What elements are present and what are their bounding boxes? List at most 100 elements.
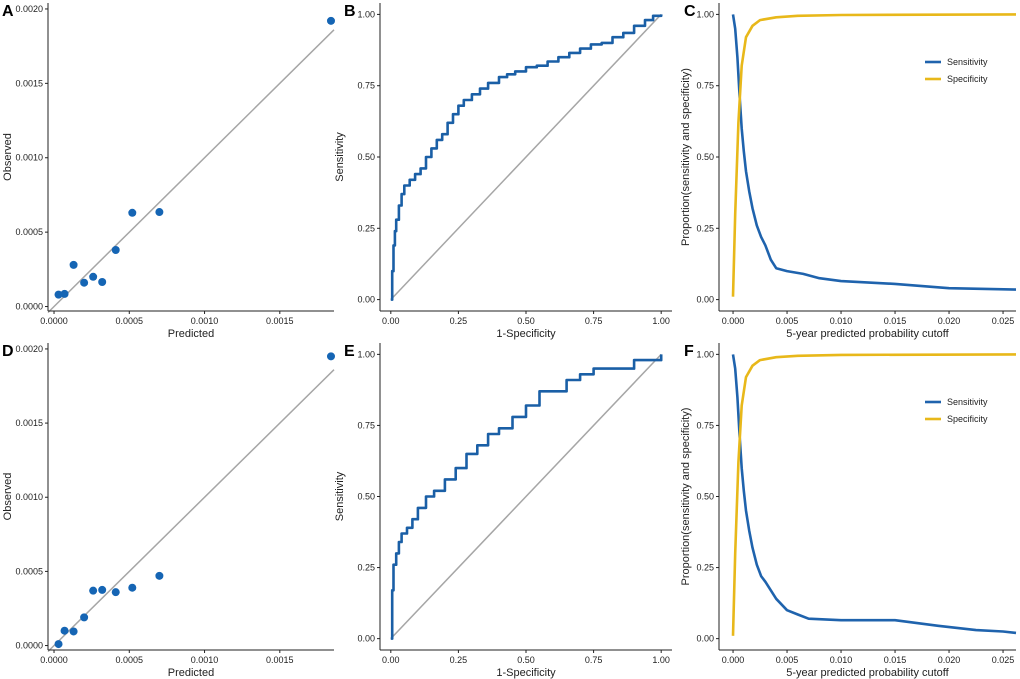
y-tick-label: 0.00	[357, 295, 375, 305]
x-tick-label: 0.0000	[40, 655, 68, 665]
reference-diagonal-line	[47, 29, 335, 314]
data-point	[155, 208, 164, 217]
panel-letter: B	[344, 3, 356, 20]
y-tick-label: 0.50	[357, 152, 375, 162]
data-point	[69, 260, 78, 269]
data-point	[54, 640, 63, 649]
y-tick-label: 0.0010	[15, 492, 43, 502]
x-tick-label: 0.000	[722, 316, 745, 326]
x-tick-label: 0.005	[776, 316, 799, 326]
y-tick-label: 0.75	[357, 420, 375, 430]
y-tick-label: 0.25	[696, 563, 714, 573]
x-tick-label: 0.0010	[191, 655, 219, 665]
series-line-specificity	[731, 353, 1017, 636]
panel-e: E 0.00 0.25 0.50 0.75 1.00 0.00 0.25 0.50 0.75 1.0…	[334, 343, 672, 679]
x-axis-label: 5-year predicted probability cutoff	[786, 667, 949, 679]
panel-c: C 0.000 0.005 0.010 0.015 0.020 0.025 0.00 0.25 0…	[680, 3, 1017, 340]
reference-diagonal-line	[390, 13, 662, 301]
series-line-roc	[390, 14, 663, 301]
x-tick-label: 0.010	[830, 316, 853, 326]
y-tick-label: 0.50	[357, 492, 375, 502]
x-tick-label: 0.50	[517, 655, 535, 665]
y-axis-label: Sensitivity	[334, 471, 346, 521]
series-line-sensitivity	[731, 14, 1017, 291]
y-tick-label: 0.75	[357, 81, 375, 91]
y-tick-label: 1.00	[696, 9, 714, 19]
x-tick-label: 0.50	[517, 316, 535, 326]
x-axis-label: 5-year predicted probability cutoff	[786, 328, 949, 340]
x-tick-label: 0.025	[992, 316, 1015, 326]
y-tick-label: 0.50	[696, 492, 714, 502]
data-point	[128, 208, 137, 217]
series-line-specificity	[731, 13, 1017, 297]
legend-label-sensitivity: Sensitivity	[947, 57, 988, 67]
panel-f: F 0.000 0.005 0.010 0.015 0.020 0.025 0.00 0.25 0…	[680, 343, 1017, 679]
y-tick-label: 0.00	[357, 634, 375, 644]
y-axis-label: Observed	[2, 473, 14, 521]
y-tick-label: 0.0000	[15, 641, 43, 651]
y-tick-label: 0.0010	[15, 153, 43, 163]
data-point	[326, 352, 335, 361]
panel-b: B 0.00 0.25 0.50 0.75 1.00 0.00 0.25 0.50 0.75 1.0…	[334, 3, 672, 340]
panel-letter: D	[2, 343, 14, 360]
y-tick-label: 1.00	[696, 349, 714, 359]
x-tick-label: 0.0005	[116, 316, 144, 326]
data-point	[60, 626, 69, 635]
y-axis-label: Sensitivity	[334, 132, 346, 182]
y-tick-label: 1.00	[357, 349, 375, 359]
y-tick-label: 0.75	[696, 81, 714, 91]
x-tick-label: 0.0005	[116, 655, 144, 665]
y-tick-label: 0.0020	[15, 344, 43, 354]
y-tick-label: 0.0005	[15, 227, 43, 237]
legend: Sensitivity Specificity	[925, 57, 988, 84]
panel-letter: A	[2, 3, 14, 20]
reference-diagonal-line	[47, 369, 335, 653]
y-tick-label: 0.0015	[15, 78, 43, 88]
data-point	[111, 245, 120, 254]
data-point	[128, 583, 137, 592]
y-axis-label: Proportion(sensitivity and specificity)	[680, 408, 692, 586]
data-point	[54, 290, 63, 299]
data-point	[89, 272, 98, 281]
data-point	[98, 277, 107, 286]
y-tick-label: 0.25	[696, 223, 714, 233]
x-tick-label: 0.020	[938, 655, 961, 665]
data-point	[69, 627, 78, 636]
y-tick-label: 0.50	[696, 152, 714, 162]
data-point	[155, 571, 164, 580]
data-point	[80, 278, 89, 287]
x-axis-label: Predicted	[168, 328, 214, 340]
y-tick-label: 1.00	[357, 9, 375, 19]
panel-letter: F	[684, 343, 694, 360]
x-tick-label: 0.0010	[191, 316, 219, 326]
legend-label-specificity: Specificity	[947, 414, 988, 424]
reference-diagonal-line	[390, 353, 662, 640]
series-line-sensitivity	[731, 354, 1017, 635]
data-point	[80, 613, 89, 622]
y-tick-label: 0.0020	[15, 4, 43, 14]
x-tick-label: 0.005	[776, 655, 799, 665]
x-axis-label: 1-Specificity	[496, 328, 556, 340]
x-tick-label: 0.000	[722, 655, 745, 665]
x-tick-label: 0.015	[884, 316, 907, 326]
y-tick-label: 0.25	[357, 223, 375, 233]
legend-label-sensitivity: Sensitivity	[947, 397, 988, 407]
x-tick-label: 0.0015	[266, 655, 294, 665]
x-tick-label: 1.00	[652, 316, 670, 326]
x-axis-label: 1-Specificity	[496, 667, 556, 679]
x-tick-label: 0.75	[585, 655, 603, 665]
data-point	[89, 586, 98, 595]
x-tick-label: 0.0015	[266, 316, 294, 326]
panel-letter: E	[344, 343, 355, 360]
x-tick-label: 0.015	[884, 655, 907, 665]
y-axis-label: Proportion(sensitivity and specificity)	[680, 68, 692, 246]
x-tick-label: 0.25	[450, 316, 468, 326]
x-tick-label: 0.020	[938, 316, 961, 326]
x-tick-label: 0.010	[830, 655, 853, 665]
data-point	[98, 585, 107, 594]
x-tick-label: 0.25	[450, 655, 468, 665]
x-tick-label: 0.0000	[40, 316, 68, 326]
data-point	[60, 289, 69, 298]
y-tick-label: 0.75	[696, 420, 714, 430]
legend-label-specificity: Specificity	[947, 74, 988, 84]
